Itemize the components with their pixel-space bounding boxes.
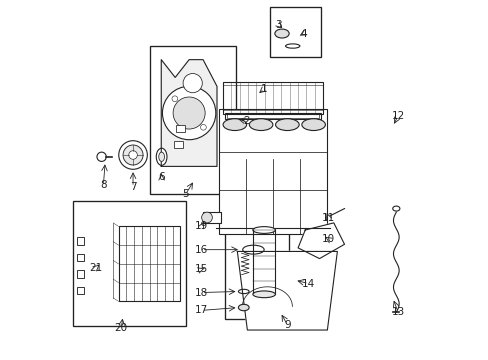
Bar	[223, 82, 323, 114]
Bar	[73, 202, 185, 327]
Bar	[219, 109, 326, 234]
Bar	[77, 237, 84, 245]
Text: 13: 13	[391, 307, 404, 317]
Text: 3: 3	[275, 19, 281, 30]
Text: 1: 1	[260, 84, 267, 94]
Circle shape	[119, 141, 147, 169]
Ellipse shape	[252, 227, 275, 233]
Bar	[269, 8, 321, 57]
Circle shape	[172, 96, 177, 102]
Text: 8: 8	[100, 180, 106, 190]
Ellipse shape	[249, 119, 272, 131]
Circle shape	[162, 86, 215, 140]
Ellipse shape	[274, 29, 288, 38]
Circle shape	[173, 97, 205, 129]
Bar	[77, 287, 84, 294]
Polygon shape	[161, 60, 217, 166]
Bar	[149, 46, 235, 194]
Ellipse shape	[159, 152, 164, 161]
Text: 15: 15	[195, 264, 208, 274]
Circle shape	[97, 152, 106, 161]
Bar	[224, 113, 321, 119]
Ellipse shape	[275, 119, 299, 131]
Text: 4: 4	[300, 28, 306, 39]
Text: 10: 10	[321, 234, 334, 244]
Text: 21: 21	[89, 262, 102, 273]
Ellipse shape	[238, 304, 248, 311]
Ellipse shape	[156, 148, 166, 165]
Circle shape	[201, 212, 212, 223]
Ellipse shape	[252, 291, 275, 298]
Text: 19: 19	[195, 221, 208, 231]
Text: 5: 5	[182, 189, 188, 199]
Bar	[77, 254, 84, 261]
Text: 6: 6	[158, 172, 164, 182]
Text: 7: 7	[129, 182, 136, 192]
Circle shape	[183, 73, 202, 93]
Bar	[118, 226, 180, 301]
Bar	[174, 141, 183, 148]
Text: 14: 14	[302, 279, 315, 289]
Circle shape	[128, 151, 137, 159]
Text: 20: 20	[115, 323, 127, 333]
Circle shape	[123, 145, 143, 165]
Bar	[176, 125, 184, 132]
Text: 2: 2	[243, 116, 249, 126]
Text: 16: 16	[195, 245, 208, 255]
Text: 12: 12	[391, 111, 404, 121]
Text: 9: 9	[284, 320, 290, 330]
Bar	[77, 270, 84, 278]
Ellipse shape	[223, 119, 246, 131]
Ellipse shape	[392, 206, 399, 211]
Text: 18: 18	[195, 288, 208, 297]
Polygon shape	[298, 223, 344, 258]
Bar	[224, 212, 288, 319]
Bar	[203, 212, 221, 223]
Bar	[226, 114, 319, 118]
Ellipse shape	[301, 119, 325, 131]
Text: 11: 11	[321, 212, 334, 222]
Polygon shape	[237, 251, 337, 330]
Text: 17: 17	[195, 305, 208, 315]
Circle shape	[200, 125, 206, 130]
